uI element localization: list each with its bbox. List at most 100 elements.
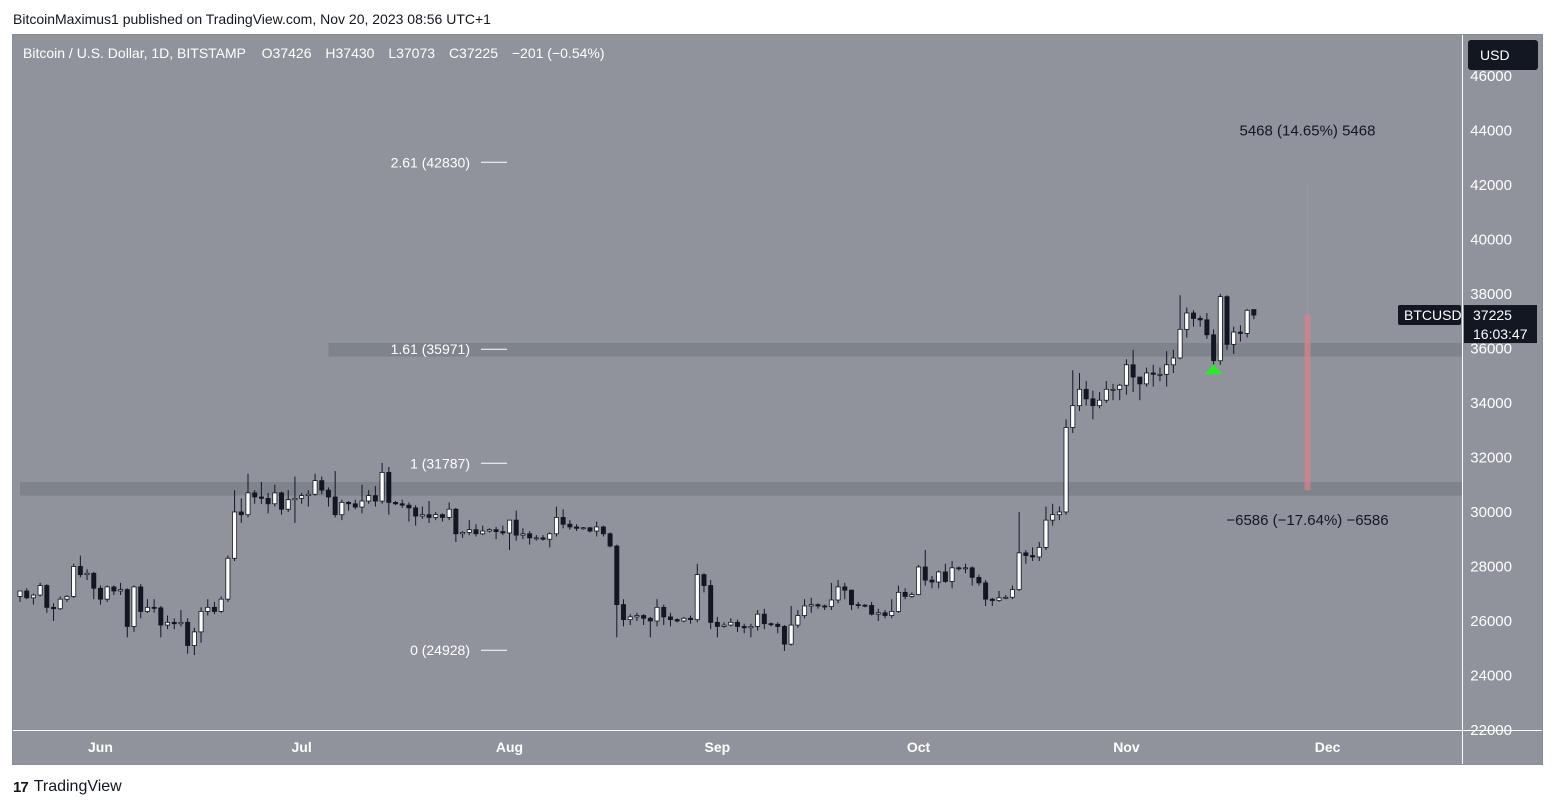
candle-body <box>1123 364 1129 386</box>
candle-body <box>1130 364 1136 378</box>
candle-body <box>828 599 834 607</box>
candle-body <box>983 582 989 600</box>
candle-body <box>97 587 103 600</box>
candle-2023-06-28 <box>279 491 284 515</box>
fib-label-1: 1.61 (35971) <box>391 341 470 357</box>
candle-2023-09-18 <box>828 582 834 611</box>
fib-label-0: 2.61 (42830) <box>391 154 470 170</box>
candle-body <box>285 499 291 510</box>
candle-2023-07-04 <box>319 476 325 495</box>
candle-body <box>768 623 774 626</box>
candle-body <box>621 604 626 621</box>
currency-button[interactable]: USD <box>1468 40 1538 70</box>
candle-body <box>567 523 573 528</box>
candle-2023-08-25 <box>667 612 673 627</box>
candle-body <box>339 502 345 516</box>
candle-2023-07-21 <box>433 511 439 521</box>
footer-brand[interactable]: 17 TradingView <box>13 778 122 796</box>
price-tag-countdown: 16:03:47 <box>1473 326 1528 342</box>
time-ticks: Jun Jul Aug Sep Oct Nov Dec <box>88 739 1341 755</box>
candle-body <box>1009 589 1015 598</box>
candle-2023-08-02 <box>513 510 519 541</box>
candle-2023-10-26 <box>1083 381 1089 406</box>
candle-2023-10-27 <box>1090 390 1096 420</box>
candle-body <box>788 624 794 645</box>
candle-body <box>795 615 801 626</box>
candle-body <box>279 492 284 510</box>
candle-body <box>667 616 673 621</box>
time-tick-sep: Sep <box>705 739 731 755</box>
candle-2023-07-16 <box>399 499 405 508</box>
time-tick-jul: Jul <box>292 739 312 755</box>
candle-2023-10-08 <box>963 563 968 574</box>
candle-2023-06-05 <box>124 588 130 638</box>
candle-body <box>238 511 244 516</box>
candle-body <box>641 615 647 619</box>
candle-body <box>1016 552 1022 591</box>
candle-body <box>728 621 734 626</box>
candle-2023-09-08 <box>761 608 767 630</box>
candle-body <box>44 585 50 608</box>
candle-body <box>138 586 144 612</box>
candle-body <box>17 590 23 597</box>
candle-body <box>245 492 251 516</box>
candle-body <box>674 619 680 622</box>
candle-body <box>386 472 392 503</box>
candle-2023-11-12 <box>1197 315 1203 327</box>
candle-2023-11-03 <box>1137 376 1143 401</box>
candle-2023-08-23 <box>654 599 660 627</box>
candle-2023-05-22 <box>30 593 36 605</box>
candle-body <box>1050 514 1056 521</box>
candle-body <box>118 589 124 592</box>
candle-body <box>1224 296 1230 345</box>
chart-frame <box>12 34 1543 765</box>
candle-body <box>1157 373 1163 376</box>
candle-2023-11-20 <box>1251 309 1257 320</box>
candle-2023-09-11 <box>781 625 787 651</box>
candle-2023-08-31 <box>708 580 714 630</box>
candle-body <box>607 533 613 547</box>
candle-2023-09-17 <box>822 604 828 611</box>
price-axis[interactable] <box>1462 35 1542 730</box>
candle-2023-05-21 <box>24 588 30 600</box>
candle-body <box>909 594 915 597</box>
price-tick-34000: 34000 <box>1470 395 1512 412</box>
candle-2023-07-26 <box>466 520 472 536</box>
candle-body <box>835 586 841 601</box>
candle-body <box>862 604 868 607</box>
time-axis[interactable] <box>13 730 1542 764</box>
plot-area[interactable] <box>13 35 1462 730</box>
fibonacci-levels: 2.61 (42830) 1.61 (35971) 1 (31787) 0 (2492… <box>391 154 507 658</box>
candle-2023-11-15 <box>1217 293 1223 365</box>
legend-open: O37426 <box>262 45 312 61</box>
candle-2023-08-29 <box>694 563 700 623</box>
candle-body <box>30 594 36 599</box>
candle-body <box>748 626 754 629</box>
candle-body <box>71 566 77 597</box>
candle-2023-10-15 <box>1009 585 1015 600</box>
candle-body <box>527 533 533 539</box>
fib-label-3: 0 (24928) <box>410 642 470 658</box>
candle-2023-10-19 <box>1036 541 1042 562</box>
candle-2023-06-06 <box>131 585 137 632</box>
candle-body <box>574 526 580 529</box>
candle-body <box>520 533 526 536</box>
candle-body <box>305 493 311 497</box>
candle-body <box>131 586 137 627</box>
candle-body <box>64 596 70 600</box>
candle-2023-09-26 <box>882 610 888 619</box>
zone-0 <box>328 342 1462 357</box>
candle-2023-07-08 <box>346 501 352 511</box>
price-tick-22000: 22000 <box>1470 722 1512 739</box>
candle-2023-07-24 <box>453 507 459 542</box>
candle-2023-11-02 <box>1130 349 1136 393</box>
candle-2023-09-20 <box>842 582 848 600</box>
candle-2023-06-10 <box>158 605 164 638</box>
candle-2023-09-14 <box>802 599 808 619</box>
candle-body <box>1030 555 1036 558</box>
last-price-tag: BTCUSD 37225 16:03:47 <box>1398 305 1537 344</box>
candle-body <box>265 497 271 505</box>
candle-2023-06-26 <box>265 492 271 514</box>
candle-2023-07-01 <box>299 492 305 504</box>
